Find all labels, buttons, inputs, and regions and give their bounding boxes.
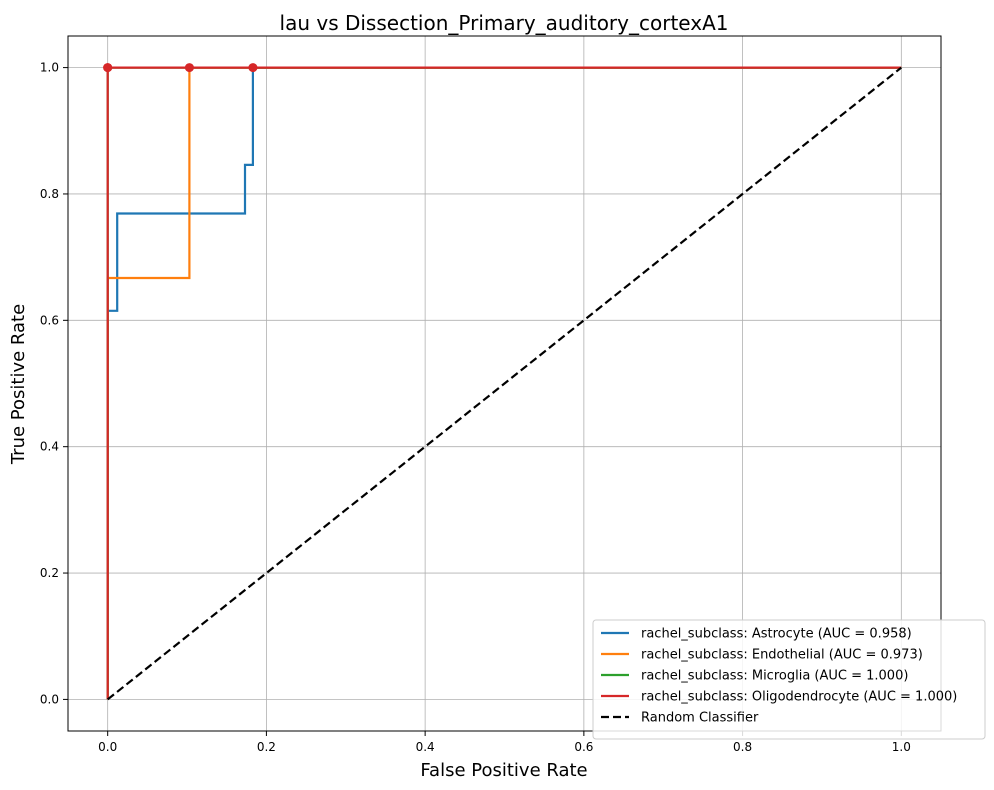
series-layer xyxy=(106,66,902,701)
y-tick-label: 0.4 xyxy=(40,440,59,454)
threshold-marker-0 xyxy=(248,63,258,73)
y-tick-label: 1.0 xyxy=(40,61,59,75)
x-tick-label: 0.2 xyxy=(257,740,276,754)
x-tick-label: 0.0 xyxy=(98,740,117,754)
y-tick-label: 0.8 xyxy=(40,187,59,201)
legend-label: Random Classifier xyxy=(641,711,759,726)
legend-label: rachel_subclass: Microglia (AUC = 1.000) xyxy=(641,669,908,684)
y-tick-label: 0.6 xyxy=(40,313,59,327)
x-tick-label: 0.6 xyxy=(574,740,593,754)
legend: rachel_subclass: Astrocyte (AUC = 0.958)… xyxy=(592,619,986,740)
x-axis-label: False Positive Rate xyxy=(420,760,587,781)
threshold-marker-1 xyxy=(184,63,194,73)
y-tick-label: 0.0 xyxy=(40,692,59,706)
x-tick-label: 1.0 xyxy=(892,740,911,754)
threshold-marker-3 xyxy=(103,63,113,73)
legend-box xyxy=(592,619,986,740)
x-tick-label: 0.4 xyxy=(416,740,435,754)
tick-layer: 0.0 0.2 0.4 0.6 0.8 1.0 0.0 0.2 0.4 0.6 0.8 1.0 xyxy=(40,61,911,754)
chart-title: lau vs Dissection_Primary_auditory_corte… xyxy=(280,11,729,35)
x-tick-label: 0.8 xyxy=(733,740,752,754)
plot-frame xyxy=(67,35,942,732)
legend-label: rachel_subclass: Endothelial (AUC = 0.97… xyxy=(641,648,923,663)
y-tick-label: 0.2 xyxy=(40,566,59,580)
legend-label: rachel_subclass: Oligodendrocyte (AUC = … xyxy=(641,690,957,705)
marker-layer xyxy=(103,63,258,73)
series-line-4 xyxy=(107,66,902,701)
legend-label: rachel_subclass: Astrocyte (AUC = 0.958) xyxy=(641,627,912,642)
series-line-0 xyxy=(106,66,902,700)
y-axis-label: True Positive Rate xyxy=(8,304,29,465)
